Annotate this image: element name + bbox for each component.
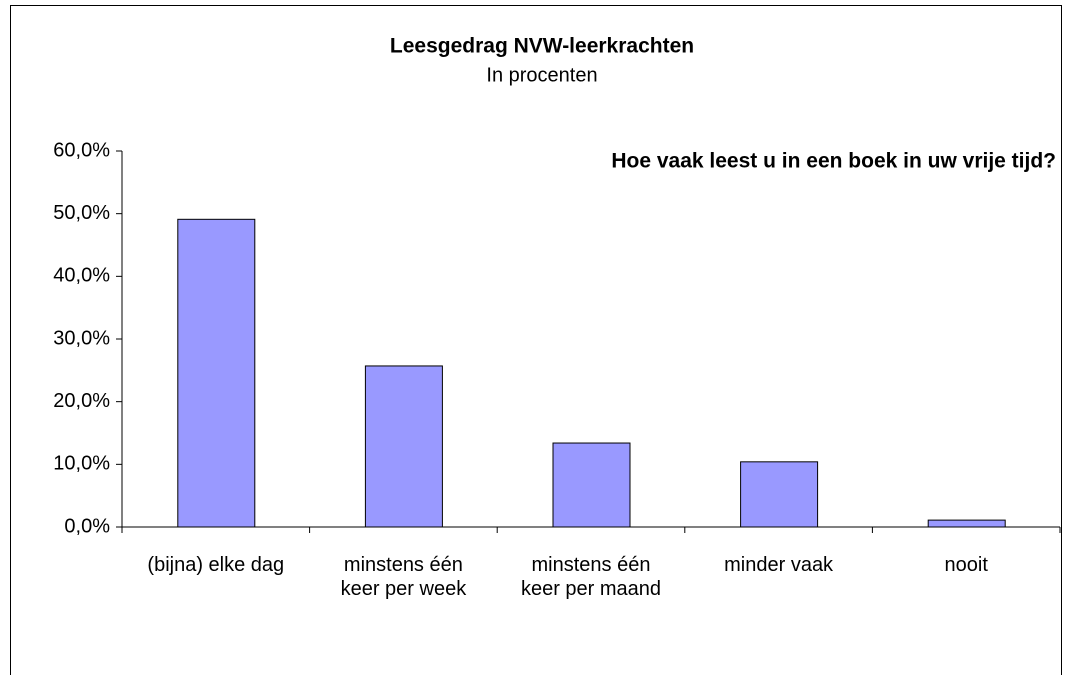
y-tick-label: 30,0%: [53, 327, 110, 349]
y-tick-label: 50,0%: [53, 202, 110, 224]
chart-title: Leesgedrag NVW-leerkrachten: [390, 35, 694, 58]
annotation: Hoe vaak leest u in een boek in uw vrije…: [611, 150, 1056, 173]
x-tick-label: minstens één keer per week: [341, 554, 468, 600]
y-tick-label: 40,0%: [53, 265, 110, 287]
y-tick-label: 20,0%: [53, 390, 110, 412]
bar: [552, 442, 631, 528]
bar: [927, 519, 1006, 528]
chart-subtitle: In procenten: [486, 64, 597, 86]
y-tick-label: 10,0%: [53, 453, 110, 475]
x-tick-label: minder vaak: [724, 554, 834, 576]
x-tick-label: (bijna) elke dag: [147, 554, 284, 576]
bar: [177, 218, 256, 528]
bar: [740, 461, 819, 528]
x-tick-label: nooit: [945, 554, 989, 576]
bar: [364, 365, 443, 528]
y-tick-label: 0,0%: [64, 515, 110, 537]
y-tick-label: 60,0%: [53, 139, 110, 161]
x-tick-label: minstens één keer per maand: [521, 554, 661, 600]
